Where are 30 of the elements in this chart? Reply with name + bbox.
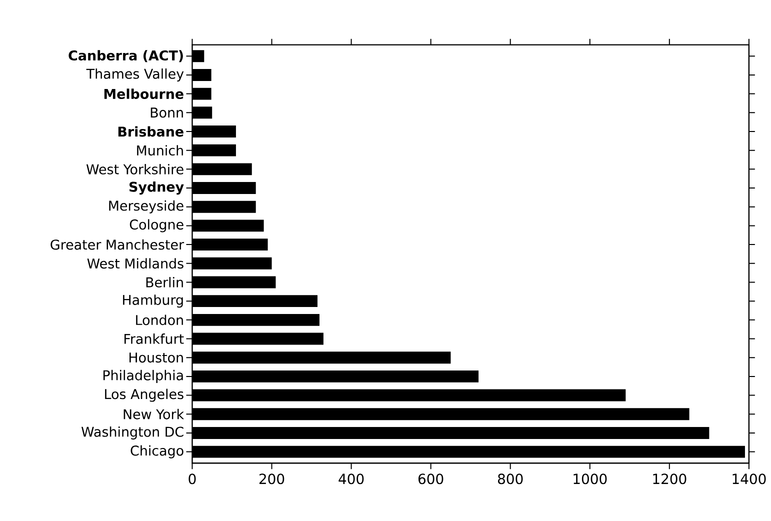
y-tick-label: West Midlands — [87, 258, 184, 269]
y-tick-label: Washington DC — [81, 426, 184, 440]
y-tick-label: Cologne — [130, 219, 184, 232]
y-tick-label: Bonn — [150, 108, 183, 118]
y-tick-label: Chicago — [130, 445, 184, 458]
y-tick-label: Los Angeles — [105, 388, 184, 402]
y-tick-label: New York — [124, 408, 184, 420]
x-tick-label: 400 — [338, 474, 364, 484]
y-tick-label: Canberra (ACT) — [68, 50, 183, 62]
x-tick-label: 1200 — [653, 474, 686, 484]
y-tick-label: Merseyside — [109, 200, 184, 214]
y-tick-label: Philadelphia — [103, 370, 183, 384]
y-tick-label: Hamburg — [123, 294, 183, 308]
y-tick-label: Munich — [137, 145, 183, 156]
y-tick-label: Frankfurt — [124, 334, 184, 344]
x-tick-label: 600 — [418, 474, 444, 484]
y-tick-label: Melbourne — [104, 88, 184, 100]
y-tick-label: Greater Manchester — [50, 239, 184, 250]
y-tick-label: West Yorkshire — [86, 164, 184, 174]
y-tick-label: Thames Valley — [86, 68, 184, 82]
y-tick-label: London — [136, 314, 183, 326]
x-tick-label: 0 — [188, 474, 196, 484]
y-tick-label: Sydney — [129, 182, 184, 195]
y-tick-label: Houston — [130, 352, 183, 363]
x-tick-label: 1000 — [574, 474, 607, 484]
x-tick-label: 200 — [259, 474, 284, 484]
y-tick-label: Brisbane — [118, 126, 184, 137]
x-tick-label: 1400 — [732, 474, 766, 484]
x-tick-label: 800 — [498, 474, 523, 484]
y-tick-label: Berlin — [146, 277, 183, 288]
